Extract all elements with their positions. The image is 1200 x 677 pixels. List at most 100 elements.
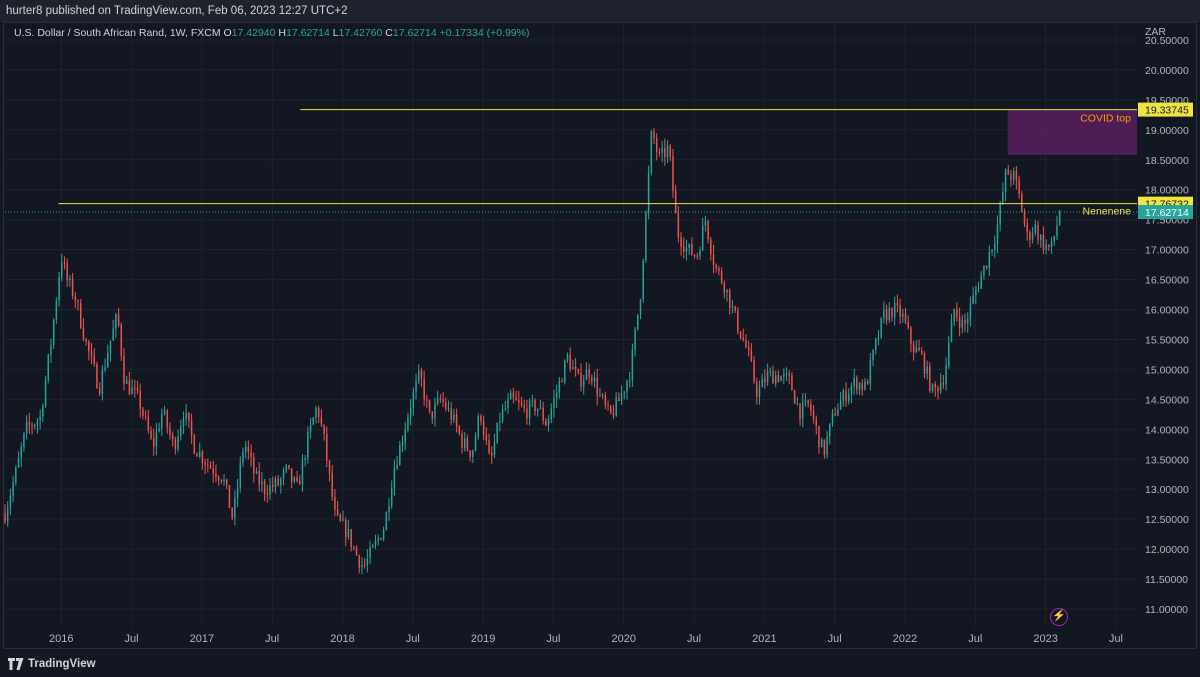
candle [948,335,950,370]
x-tick-label: Jul [828,633,842,645]
y-tick-label: 18.00000 [1145,185,1189,197]
candle-body [418,370,420,382]
candle-body [693,254,696,256]
candle-body [317,407,320,418]
candle [596,368,598,406]
y-tick-label: 13.00000 [1145,484,1189,496]
candle-body [850,386,853,395]
candle-body [796,403,799,405]
candle-body [569,354,571,370]
candle-body [950,321,953,343]
candle [250,444,252,467]
candle-body [139,390,141,410]
candle-body [104,366,106,370]
candle-body [875,338,877,351]
candle [461,430,463,454]
candle [715,263,717,273]
candle [693,254,696,259]
candle-body [28,421,31,426]
candle [88,340,90,361]
candle [518,390,520,411]
candle-body [447,408,450,410]
candle [480,413,482,426]
candle [404,421,406,451]
candle-body [180,426,182,437]
candle [174,436,177,455]
candle-body [745,340,747,348]
candle-body [285,464,287,471]
candle [745,334,747,349]
candle-body [223,479,225,482]
candle-body [728,289,731,308]
candle-body [618,397,620,401]
candle [1045,239,1047,255]
candle-body [823,439,826,455]
candle [1018,175,1020,199]
candle-body [409,407,412,418]
candle [539,399,542,410]
candle-body [580,372,582,387]
brand-name[interactable]: TradingView [28,658,96,670]
candle-body [253,457,255,474]
candle [20,442,22,467]
candle-body [680,237,682,247]
candle-body [815,418,818,427]
lightning-icon[interactable]: ⚡ [1050,608,1068,626]
candle-body [204,463,206,465]
x-tick-label: Jul [406,633,420,645]
candle [915,340,918,354]
candle [393,459,396,496]
candle [158,422,160,433]
candle-body [991,249,993,252]
candle-body [277,478,279,485]
candle [869,353,872,391]
candle [155,422,158,456]
candle [296,470,298,483]
candle [612,404,615,419]
candle-body [747,347,750,350]
candle [645,210,647,263]
candle-body [98,388,101,394]
candle-body [290,468,293,482]
candle-body [623,391,626,394]
x-tick-label: Jul [687,633,701,645]
candle-body [504,408,507,410]
candle [582,374,585,395]
candle-body [939,382,942,392]
candle [829,423,831,445]
candle-body [961,319,964,328]
y-tick-label: 19.00000 [1145,125,1189,137]
candle [969,296,972,327]
candle-body [1031,232,1034,240]
candle [209,461,212,469]
tradingview-logo-icon[interactable] [8,658,24,670]
candle [661,140,663,163]
candle-body [912,344,915,353]
candle-body [196,453,198,457]
candle-body [469,450,471,457]
candle-body [672,156,674,191]
candle [304,454,306,467]
candle [980,270,982,289]
candle-body [401,442,404,446]
candle [526,399,528,425]
candle [750,342,753,363]
candle-body [934,384,937,388]
candle-body [461,433,463,448]
candle-body [634,329,636,351]
candle-body [877,337,880,339]
candle-body [829,423,831,437]
candle-body [493,442,496,456]
candle-body [718,268,720,272]
candle [650,129,653,176]
tag-covid-top-bg [1138,102,1193,117]
candle-body [234,497,236,518]
candle-body [761,378,763,388]
price-chart[interactable]: COVID top Nenenene 11.00000 11.50000 12.00… [0,22,1200,649]
tag-covid-top: 19.33745 [1145,105,1189,117]
candle [261,472,263,493]
candle [198,442,201,459]
candle [669,143,671,161]
candle-body [699,250,701,256]
candle-body [261,481,263,485]
